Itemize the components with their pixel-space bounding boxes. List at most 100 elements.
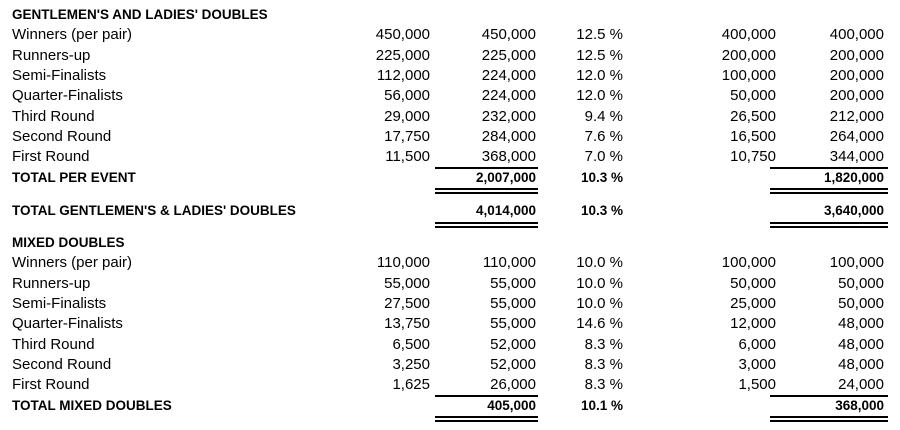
cell-col-4: 50,000 bbox=[730, 87, 776, 105]
cell-col-5: 50,000 bbox=[838, 274, 884, 292]
cell-col-3: 8.3 % bbox=[584, 356, 623, 374]
double-underline bbox=[435, 416, 538, 423]
cell-col-1: 450,000 bbox=[375, 26, 430, 44]
cell-col-3: 8.3 % bbox=[584, 376, 623, 394]
double-underline bbox=[770, 188, 888, 195]
grand-total-row: TOTAL GENTLEMEN'S & LADIES' DOUBLES 4,014… bbox=[0, 201, 900, 221]
cell-col-2: 55,000 bbox=[490, 295, 536, 313]
cell-col-4: 3,000 bbox=[738, 356, 776, 374]
row-label: TOTAL MIXED DOUBLES bbox=[12, 398, 172, 414]
cell-col-2: 55,000 bbox=[490, 274, 536, 292]
cell-col-2: 110,000 bbox=[482, 254, 536, 272]
cell-col-3: 10.3 % bbox=[580, 170, 623, 186]
cell-col-3: 14.6 % bbox=[576, 315, 623, 333]
cell-col-5: 50,000 bbox=[838, 295, 884, 313]
cell-col-4: 10,750 bbox=[730, 148, 776, 166]
cell-col-4: 400,000 bbox=[721, 26, 776, 44]
row-label: Semi-Finalists bbox=[12, 67, 107, 85]
table-row: Semi-Finalists 27,500 55,000 10.0 % 25,000 50… bbox=[0, 294, 900, 314]
cell-col-1: 55,000 bbox=[384, 274, 430, 292]
cell-col-2: 232,000 bbox=[481, 107, 536, 125]
row-label: Winners (per pair) bbox=[12, 26, 133, 44]
cell-col-2: 4,014,000 bbox=[475, 202, 536, 218]
table-row: Second Round 17,750 284,000 7.6 % 16,500 264,… bbox=[0, 127, 900, 147]
row-label: Quarter-Finalists bbox=[12, 315, 123, 333]
cell-col-2: 55,000 bbox=[490, 315, 536, 333]
cell-col-2: 284,000 bbox=[481, 128, 536, 146]
cell-col-3: 8.3 % bbox=[584, 335, 623, 353]
table-row: Third Round 29,000 232,000 9.4 % 26,500 212,0… bbox=[0, 107, 900, 127]
row-label: Runners-up bbox=[12, 46, 91, 64]
table-row: Quarter-Finalists 13,750 55,000 14.6 % 12,00… bbox=[0, 314, 900, 334]
cell-col-4: 200,000 bbox=[721, 46, 776, 64]
table-row: Semi-Finalists 112,000 224,000 12.0 % 100,00… bbox=[0, 66, 900, 86]
section-title: MIXED DOUBLES bbox=[0, 233, 900, 253]
cell-col-3: 10.0 % bbox=[576, 254, 623, 272]
cell-col-3: 12.5 % bbox=[576, 26, 623, 44]
row-label: Third Round bbox=[12, 107, 95, 125]
cell-col-2: 26,000 bbox=[490, 376, 536, 394]
cell-col-3: 7.0 % bbox=[584, 148, 623, 166]
cell-col-5: 344,000 bbox=[829, 148, 884, 166]
cell-col-1: 56,000 bbox=[384, 87, 430, 105]
table-row: Runners-up 225,000 225,000 12.5 % 200,000 200… bbox=[0, 46, 900, 66]
row-label: GENTLEMEN'S AND LADIES' DOUBLES bbox=[12, 7, 268, 22]
double-underline bbox=[435, 222, 538, 229]
cell-col-2: 2,007,000 bbox=[475, 170, 536, 186]
cell-col-1: 1,625 bbox=[392, 376, 430, 394]
cell-col-3: 10.1 % bbox=[580, 398, 623, 414]
double-underline bbox=[770, 222, 888, 229]
row-label: First Round bbox=[12, 376, 90, 394]
cell-col-3: 10.0 % bbox=[576, 274, 623, 292]
cell-col-3: 12.0 % bbox=[576, 87, 623, 105]
cell-col-5: 368,000 bbox=[835, 398, 884, 414]
cell-col-1: 27,500 bbox=[384, 295, 430, 313]
cell-col-5: 48,000 bbox=[838, 335, 884, 353]
row-label: TOTAL GENTLEMEN'S & LADIES' DOUBLES bbox=[12, 202, 296, 218]
cell-col-5: 200,000 bbox=[829, 67, 884, 85]
cell-col-3: 12.0 % bbox=[576, 67, 623, 85]
cell-col-5: 24,000 bbox=[838, 376, 884, 394]
cell-col-1: 11,500 bbox=[385, 148, 430, 166]
cell-col-5: 1,820,000 bbox=[823, 170, 884, 186]
table-row: Winners (per pair) 450,000 450,000 12.5 % 40… bbox=[0, 25, 900, 45]
cell-col-4: 16,500 bbox=[730, 128, 776, 146]
row-label: TOTAL PER EVENT bbox=[12, 170, 136, 186]
cell-col-3: 10.3 % bbox=[580, 202, 623, 218]
row-label: Semi-Finalists bbox=[12, 295, 107, 313]
total-row: TOTAL PER EVENT 2,007,000 10.3 % 1,820,000 bbox=[0, 168, 900, 188]
underline bbox=[770, 394, 888, 397]
cell-col-4: 1,500 bbox=[738, 376, 776, 394]
cell-col-4: 26,500 bbox=[730, 107, 776, 125]
cell-col-5: 212,000 bbox=[829, 107, 884, 125]
cell-col-5: 264,000 bbox=[829, 128, 884, 146]
cell-col-5: 48,000 bbox=[838, 315, 884, 333]
cell-col-2: 52,000 bbox=[490, 356, 536, 374]
underline bbox=[435, 166, 538, 169]
cell-col-2: 224,000 bbox=[481, 67, 536, 85]
cell-col-1: 110,000 bbox=[376, 254, 430, 272]
underline bbox=[770, 166, 888, 169]
cell-col-3: 10.0 % bbox=[576, 295, 623, 313]
cell-col-4: 25,000 bbox=[730, 295, 776, 313]
cell-col-4: 6,000 bbox=[738, 335, 776, 353]
cell-col-1: 3,250 bbox=[392, 356, 430, 374]
cell-col-2: 225,000 bbox=[481, 46, 536, 64]
cell-col-2: 405,000 bbox=[487, 398, 536, 414]
cell-col-4: 100,000 bbox=[721, 67, 776, 85]
total-row: TOTAL MIXED DOUBLES 405,000 10.1 % 368,000 bbox=[0, 396, 900, 416]
row-label: Winners (per pair) bbox=[12, 254, 133, 272]
row-label: Second Round bbox=[12, 356, 112, 374]
cell-col-5: 200,000 bbox=[829, 46, 884, 64]
table-row: Runners-up 55,000 55,000 10.0 % 50,000 50,000 bbox=[0, 274, 900, 294]
cell-col-2: 224,000 bbox=[481, 87, 536, 105]
cell-col-1: 17,750 bbox=[384, 128, 430, 146]
double-underline bbox=[435, 188, 538, 195]
table-row: Second Round 3,250 52,000 8.3 % 3,000 48,000 bbox=[0, 355, 900, 375]
row-label: Second Round bbox=[12, 128, 112, 146]
table-row: Third Round 6,500 52,000 8.3 % 6,000 48,000 bbox=[0, 335, 900, 355]
cell-col-5: 100,000 bbox=[829, 254, 884, 272]
cell-col-2: 368,000 bbox=[481, 148, 536, 166]
cell-col-3: 7.6 % bbox=[584, 128, 623, 146]
section-title: GENTLEMEN'S AND LADIES' DOUBLES bbox=[0, 5, 900, 25]
